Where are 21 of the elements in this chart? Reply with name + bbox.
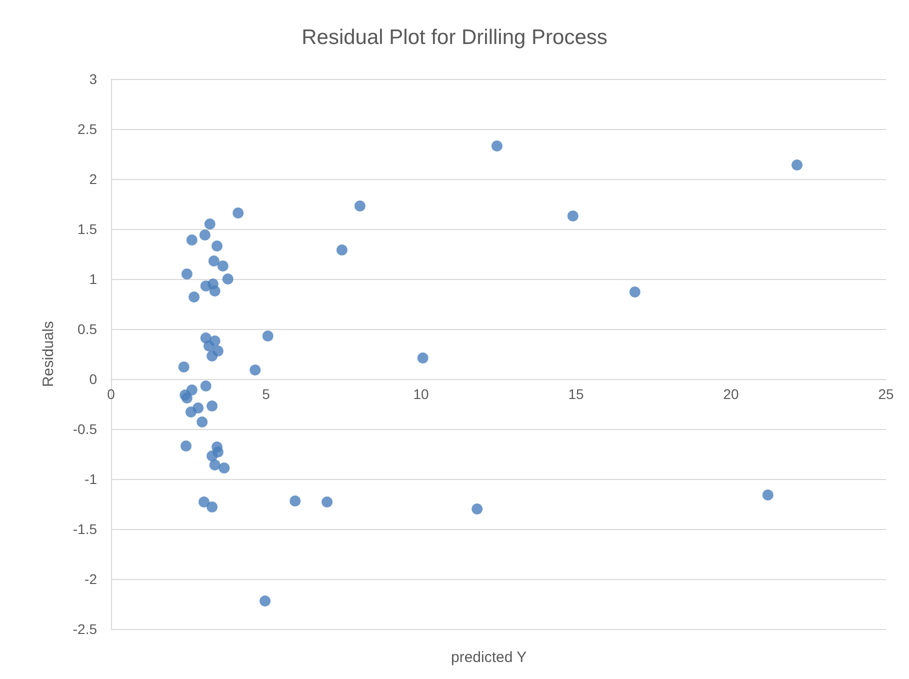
x-tick-label: 20 bbox=[723, 386, 739, 402]
chart-title: Residual Plot for Drilling Process bbox=[302, 26, 608, 49]
x-tick-label: 25 bbox=[878, 386, 894, 402]
y-tick-label: 2.5 bbox=[78, 121, 98, 137]
x-tick-label: 15 bbox=[568, 386, 584, 402]
y-tick-label: 3 bbox=[89, 71, 98, 87]
y-axis-title: Residuals bbox=[40, 321, 57, 387]
y-tick-label: 0.5 bbox=[78, 321, 98, 337]
y-tick-label: 1 bbox=[89, 271, 98, 287]
y-tick-label: -2 bbox=[84, 571, 98, 587]
x-tick-label: 10 bbox=[413, 386, 429, 402]
y-tick-label: -2.5 bbox=[72, 621, 98, 637]
y-tick-label: -1 bbox=[84, 471, 98, 487]
y-tick-label: 0 bbox=[89, 371, 98, 387]
x-axis-title: predicted Y bbox=[451, 649, 527, 666]
y-tick-label: 2 bbox=[89, 171, 98, 187]
y-tick-label: 1.5 bbox=[78, 221, 98, 237]
y-tick-label: -0.5 bbox=[72, 421, 98, 437]
y-tick-label: -1.5 bbox=[72, 521, 98, 537]
x-tick-label: 5 bbox=[262, 386, 270, 402]
x-tick-label: 0 bbox=[107, 386, 116, 402]
